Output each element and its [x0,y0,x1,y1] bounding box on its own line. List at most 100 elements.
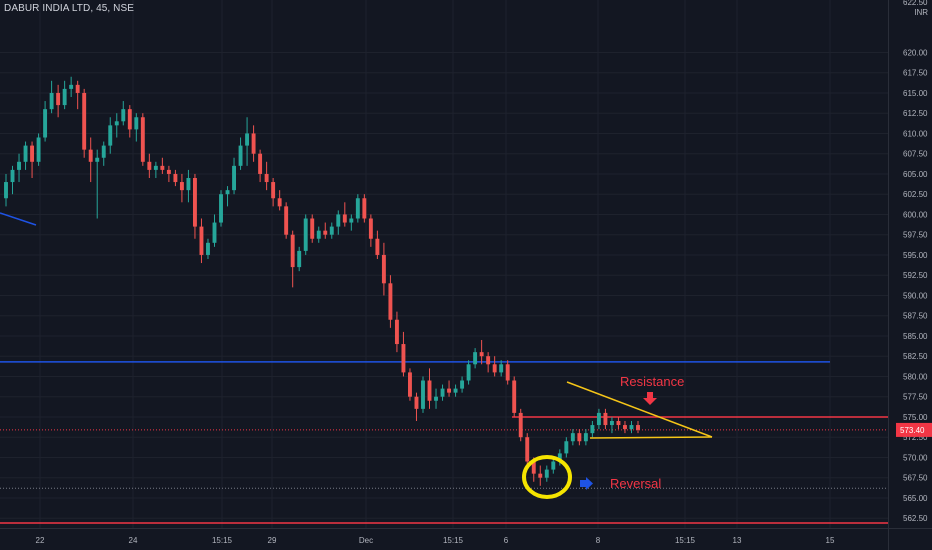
candle [564,437,569,458]
candle-body [160,165,165,170]
candle [303,214,308,255]
price-tick-label: 567.50 [903,474,928,483]
candle [349,214,354,231]
candle [479,340,484,365]
reversal-label: Reversal [610,476,661,491]
candle-body [108,125,113,146]
candle [264,161,269,191]
candle [342,202,347,227]
candle-body [499,364,504,373]
candle [147,153,152,178]
candle [596,408,601,430]
currency-label: INR [914,8,928,17]
candle [127,105,132,138]
candle-body [225,190,230,195]
candle [453,384,458,397]
candle [636,421,640,434]
candle-body [75,84,80,93]
candle-body [570,433,575,442]
candle-body [603,412,608,426]
time-tick-label: 8 [596,536,601,545]
candle [499,360,504,377]
resistance-label: Resistance [620,374,684,389]
candle-body [525,437,530,462]
time-tick-label: 15 [826,536,835,545]
candle-body [192,178,197,227]
candle-body [355,198,360,219]
candle-body [232,165,236,191]
resistance-arrow-head [643,398,657,405]
candle [492,356,497,377]
price-tick-label: 607.50 [903,150,928,159]
candle [394,311,399,353]
candle-body [512,380,517,413]
candle [36,133,41,166]
candle-body [492,364,497,373]
candle-body [636,425,640,430]
candle [108,117,113,154]
candle [381,242,386,296]
candle [43,101,48,142]
candle [408,368,412,401]
candle-body [323,230,328,235]
candle [225,186,230,207]
reversal-arrow-head [586,477,593,490]
candle [114,113,119,138]
candle-body [82,92,87,150]
candle [140,113,145,166]
triangle-lower-line [589,436,713,439]
candle-body [303,218,308,251]
candle [186,169,191,203]
candle [206,238,210,259]
candle-body [486,356,491,365]
candle [277,190,282,211]
candle [577,429,582,446]
price-tick-label: 570.00 [903,453,928,462]
candle [232,157,236,195]
candle-body [538,473,543,478]
candle [460,376,465,393]
candle [629,421,634,434]
candle-body [49,92,54,110]
candle [551,457,556,474]
price-tick-label: 585.00 [903,332,928,341]
candle-body [336,214,341,227]
price-tick-label: 562.50 [903,514,928,523]
candle-body [518,412,523,438]
resistance-arrow-stem [647,392,653,398]
price-tick-label: 622.50 [903,0,928,7]
candle [355,194,360,223]
candle [609,416,614,434]
candle [10,165,15,195]
price-tick-label: 612.50 [903,109,928,118]
candle-body [473,352,478,365]
candle-body [88,149,93,162]
price-tick-label: 602.50 [903,190,928,199]
candle-body [408,372,412,397]
candle [173,169,178,187]
candle [166,165,171,183]
candle [17,153,21,183]
candle [23,141,28,170]
candle-body [114,121,119,126]
candle [421,376,425,413]
candle-body [30,145,35,162]
candle [486,352,491,373]
candle [518,408,523,442]
candle [316,226,321,243]
candle-body [17,161,21,170]
time-tick-label: 22 [36,536,45,545]
candle [505,360,510,385]
candle [388,275,393,328]
candle-body [43,109,48,138]
candle-body [101,145,106,158]
candle-body [434,396,438,401]
candle [473,348,478,369]
candle-body [342,214,347,223]
candle [329,222,334,239]
candle-body [264,173,269,183]
candle [466,360,471,385]
candle-body [23,145,28,162]
candle-body [245,133,250,146]
